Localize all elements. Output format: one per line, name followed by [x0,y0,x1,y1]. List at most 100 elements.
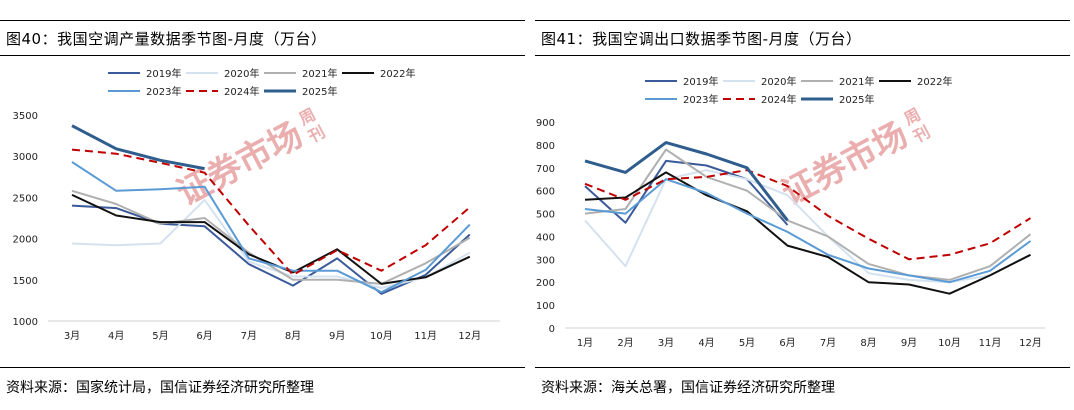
legend-label: 2025年 [839,93,874,106]
bottom-rule [0,367,525,368]
x-tick-label: 8月 [860,337,876,349]
title-rule [0,55,525,56]
series-group [71,124,471,295]
series-line-2024年 [584,169,1032,261]
y-tick-label: 2500 [13,193,38,204]
y-tick-label: 3500 [13,111,38,122]
legend-item: 2025年 [801,93,874,106]
legend-label: 2024年 [224,85,259,98]
legend-item: 2021年 [264,67,337,80]
x-tick-label: 5月 [739,337,755,349]
legend-item: 2023年 [108,85,181,98]
y-tick-label: 500 [536,210,555,221]
watermark-text-small: 周 [901,104,924,128]
x-tick-label: 9月 [329,330,345,342]
legend: 2019年 2020年 2021年 2022年 2023年 2024年 2025年 [645,75,952,106]
x-axis: 3月 4月 5月 6月 7月 8月 9月 10月 11月 12月 [48,320,500,342]
legend-label: 2020年 [224,67,259,80]
x-tick-label: 12月 [458,330,481,342]
series-line-2022年 [584,171,1031,295]
x-tick-label: 11月 [414,330,437,342]
figure-title: 图41：我国空调出口数据季节图-月度（万台） [541,30,862,48]
legend-label: 2021年 [839,75,874,88]
legend-item: 2023年 [645,93,718,106]
series-line-2023年 [71,161,471,294]
legend-item: 2019年 [645,75,718,88]
legend-label: 2023年 [683,93,718,106]
series-line-2021年 [71,189,471,285]
watermark-text-small: 刊 [305,122,328,146]
watermark-text: 证券市场 [775,115,914,214]
x-tick-label: 7月 [820,337,836,349]
y-axis: 0 100 200 300 400 500 600 700 800 900 [536,118,555,335]
left-figure-panel: 图40：我国空调产量数据季节图-月度（万台） 证券市场周刊 2019年 2020年 2… [0,0,525,410]
x-tick-label: 2月 [617,337,633,349]
y-tick-label: 800 [536,141,555,152]
x-tick-label: 5月 [152,330,168,342]
series-line-2019年 [71,204,471,295]
legend-item: 2024年 [186,85,259,98]
legend-label: 2022年 [917,75,952,88]
series-line-2025年 [71,124,205,171]
x-tick-label: 3月 [658,337,674,349]
top-rule [0,20,525,21]
y-tick-label: 100 [536,301,555,312]
legend-label: 2024年 [761,93,796,106]
y-tick-label: 1000 [13,317,38,328]
watermark-text-small: 周 [296,104,319,128]
y-axis: 1000 1500 2000 2500 3000 3500 [13,111,38,328]
y-tick-label: 700 [536,164,555,175]
x-tick-label: 6月 [779,337,795,349]
y-tick-label: 2000 [13,235,38,246]
y-tick-label: 3000 [13,152,38,163]
x-tick-label: 8月 [285,330,301,342]
top-rule [535,20,1070,21]
legend-item: 2021年 [801,75,874,88]
x-tick-label: 12月 [1019,337,1042,349]
series-line-2024年 [71,148,471,276]
legend-label: 2022年 [380,67,415,80]
x-tick-label: 6月 [196,330,212,342]
legend-label: 2019年 [146,67,181,80]
watermark-text-small: 刊 [910,122,933,146]
y-tick-label: 200 [536,278,555,289]
legend-item: 2020年 [723,75,796,88]
source-note: 资料来源：国家统计局，国信证券经济研究所整理 [6,380,314,396]
x-tick-label: 1月 [577,337,593,349]
legend-label: 2025年 [302,85,337,98]
bottom-rule [535,367,1070,368]
right-figure-panel: 图41：我国空调出口数据季节图-月度（万台） 证券市场周刊 2019年 2020年 2… [535,0,1070,410]
legend-item: 2020年 [186,67,259,80]
series-line-2021年 [584,148,1032,281]
figure-title: 图40：我国空调产量数据季节图-月度（万台） [6,30,327,48]
x-tick-label: 7月 [241,330,257,342]
legend-item: 2019年 [108,67,181,80]
y-tick-label: 1500 [13,276,38,287]
legend-item: 2022年 [879,75,952,88]
x-tick-label: 4月 [698,337,714,349]
x-tick-label: 10月 [370,330,393,342]
title-rule [535,55,1070,56]
series-line-2023年 [584,178,1032,284]
y-tick-label: 0 [549,324,555,335]
x-tick-label: 4月 [108,330,124,342]
legend-label: 2021年 [302,67,337,80]
watermark-text: 证券市场 [170,115,309,214]
x-tick-label: 9月 [901,337,917,349]
source-note: 资料来源：海关总署，国信证券经济研究所整理 [541,380,835,396]
y-tick-label: 600 [536,187,555,198]
y-tick-label: 300 [536,255,555,266]
legend-label: 2020年 [761,75,796,88]
series-group [584,141,1032,295]
series-line-2025年 [584,141,789,222]
x-tick-label: 10月 [938,337,961,349]
legend-item: 2022年 [342,67,415,80]
legend-label: 2019年 [683,75,718,88]
x-axis: 1月 2月 3月 4月 5月 6月 7月 8月 9月 10月 11月 12月 [565,327,1045,349]
series-line-2020年 [71,198,471,289]
legend: 2019年 2020年 2021年 2022年 2023年 2024年 2025年 [108,67,415,98]
